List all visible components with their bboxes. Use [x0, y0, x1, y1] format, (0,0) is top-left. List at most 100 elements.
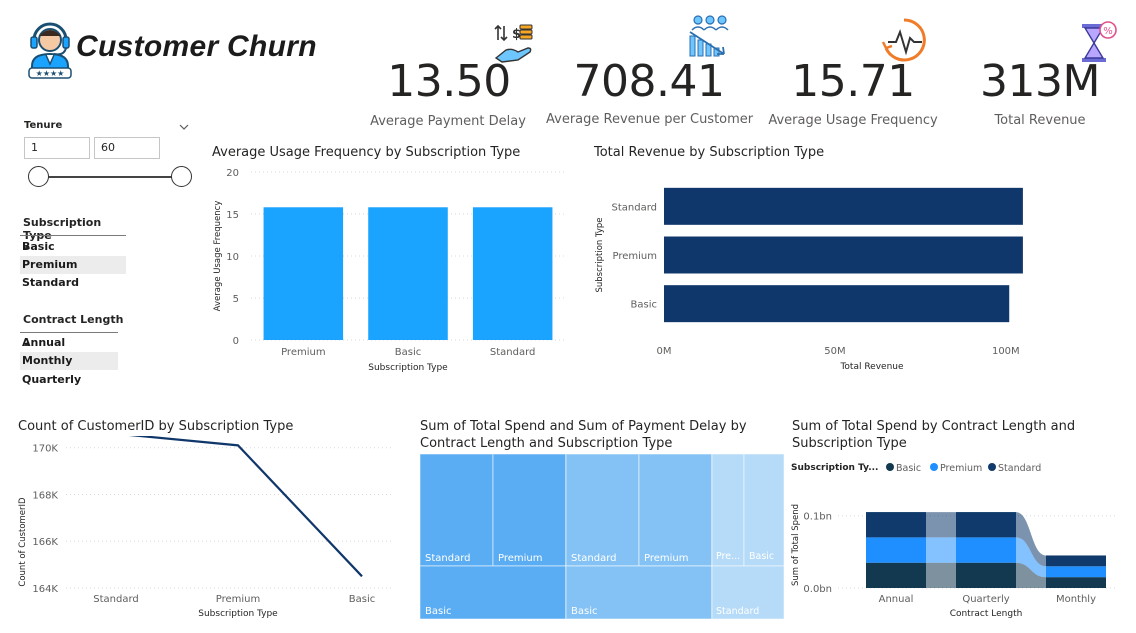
svg-text:%: %: [1103, 26, 1113, 37]
divider: [20, 332, 118, 333]
kpi-label-usage-frequency: Average Usage Frequency: [768, 113, 938, 128]
kpi-label-payment-delay: Average Payment Delay: [370, 114, 526, 129]
x-axis-label: Contract Length: [950, 609, 1023, 619]
customers-decline-icon: [686, 14, 732, 60]
contract-item-annual[interactable]: Annual: [22, 336, 66, 349]
ribbon-basic: [1016, 562, 1046, 588]
y-tick-label: 10: [226, 252, 239, 263]
treemap-chart-title: Sum of Total Spend and Sum of Payment De…: [420, 419, 747, 451]
tenure-max-handle[interactable]: [171, 166, 192, 187]
treemap-chart: AnnualStandardPremiumBasicQuarterlyStand…: [420, 454, 785, 620]
y-axis-label: Subscription Type: [595, 217, 605, 292]
tenure-max-input[interactable]: 60: [94, 137, 160, 159]
ribbon-chart: Subscription Ty... Basic Premium Standard 0.…: [791, 463, 1116, 619]
y-tick-label: 5: [233, 294, 239, 305]
ribbon-chart-title: Sum of Total Spend by Contract Length an…: [792, 419, 1076, 451]
subscription-item-standard[interactable]: Standard: [22, 276, 80, 289]
x-tick-label: 50M: [824, 346, 845, 357]
x-tick-label: 0M: [657, 346, 672, 357]
treemap-cell-label: Standard: [716, 606, 759, 617]
treemap-cell-premium: [638, 454, 713, 567]
column-segment-premium: [1046, 566, 1106, 578]
agent-avatar-icon: ★★★★: [26, 14, 74, 80]
sort-arrow-icon[interactable]: [24, 234, 30, 249]
x-tick-label: Standard: [490, 347, 535, 358]
bar-basic: [664, 285, 1010, 323]
column-segment-premium: [866, 537, 926, 563]
legend-title: Subscription Ty...: [791, 463, 878, 473]
y-tick-label: Standard: [612, 202, 658, 213]
pulse-gauge-icon: [880, 16, 928, 64]
column-segment-basic: [866, 562, 926, 588]
treemap-cell-label: Basic: [571, 606, 597, 617]
x-axis-label: Subscription Type: [198, 609, 278, 619]
legend-marker-standard: [988, 463, 996, 471]
bar-standard: [472, 207, 553, 340]
y-tick-label: Basic: [631, 300, 657, 311]
subscription-item-premium[interactable]: Premium: [20, 256, 126, 274]
ribbon-basic: [926, 562, 956, 588]
subscription-item-basic[interactable]: Basic: [22, 240, 55, 253]
treemap-cell-label: Premium: [498, 553, 543, 564]
treemap-cell-label: Standard: [571, 553, 617, 564]
bar-premium: [263, 207, 344, 340]
y-tick-label: 0.0bn: [803, 584, 832, 595]
treemap-cell-standard: [420, 454, 494, 567]
chevron-down-icon[interactable]: [178, 118, 190, 130]
treemap-cell-basic: [743, 454, 785, 567]
treemap-cell-pre: [711, 454, 745, 567]
legend-marker-basic: [886, 463, 894, 471]
x-tick-label: Basic: [349, 594, 375, 605]
y-tick-label: 164K: [32, 584, 58, 595]
x-tick-label: Standard: [93, 594, 139, 605]
x-tick-label: Monthly: [1056, 594, 1096, 605]
legend-label-standard: Standard: [998, 463, 1041, 474]
y-axis-label: Average Usage Frequency: [213, 201, 223, 312]
contract-item-monthly[interactable]: Monthly: [20, 352, 118, 370]
treemap-cell-premium: [492, 454, 567, 567]
x-axis-label: Total Revenue: [839, 362, 904, 372]
tenure-min-input[interactable]: 1: [24, 137, 90, 159]
column-segment-standard: [866, 512, 926, 538]
y-tick-label: 0: [233, 336, 239, 347]
treemap-cell-label: Pre...: [716, 551, 740, 562]
money-transfer-icon: $: [492, 22, 534, 64]
y-axis-label: Count of CustomerID: [18, 497, 28, 587]
legend-label-premium: Premium: [940, 463, 982, 474]
bar-premium: [664, 236, 1023, 274]
contract-slicer: Contract Length Annual Monthly Quarterly: [20, 309, 128, 391]
treemap-cell-label: Basic: [749, 551, 774, 562]
kpi-label-total-revenue: Total Revenue: [994, 113, 1086, 128]
kpi-label-revenue-per-customer: Average Revenue per Customer: [546, 112, 754, 127]
kpi-value-usage-frequency: 15.71: [791, 56, 915, 107]
sort-arrow-icon[interactable]: [24, 331, 30, 346]
count-line-chart: 164K 166K 168K 170K Standard Premium Basic Subs…: [18, 436, 394, 619]
column-segment-premium: [956, 537, 1016, 563]
ribbon-premium: [926, 537, 956, 563]
y-axis-label: Sum of Total Spend: [791, 504, 801, 586]
column-segment-basic: [1046, 577, 1106, 588]
column-segment-standard: [1046, 555, 1106, 567]
y-tick-label: Premium: [613, 251, 658, 262]
y-tick-label: 166K: [32, 537, 58, 548]
y-tick-label: 0.1bn: [803, 512, 832, 523]
treemap-cell-label: Premium: [644, 553, 689, 564]
bar-basic: [368, 207, 448, 340]
kpi-value-revenue-per-customer: 708.41: [573, 56, 725, 107]
x-tick-label: Quarterly: [962, 594, 1009, 605]
contract-slicer-title: Contract Length: [23, 313, 124, 326]
subscription-slicer: Subscription Type Basic Premium Standard: [20, 212, 128, 294]
treemap-cell-basic: [565, 565, 713, 620]
tenure-min-handle[interactable]: [28, 166, 49, 187]
tenure-range-track[interactable]: [38, 176, 182, 178]
legend-marker-premium: [930, 463, 938, 471]
treemap-cell-label: Standard: [425, 553, 471, 564]
treemap-cell-standard: [711, 565, 785, 620]
treemap-cell-label: Basic: [425, 606, 451, 617]
bar-standard: [664, 187, 1023, 225]
x-tick-label: Basic: [395, 347, 421, 358]
contract-item-quarterly[interactable]: Quarterly: [22, 373, 82, 386]
tenure-slicer: Tenure 1 60: [22, 116, 194, 196]
series-line: [128, 436, 363, 578]
ribbon-standard: [1016, 512, 1046, 567]
